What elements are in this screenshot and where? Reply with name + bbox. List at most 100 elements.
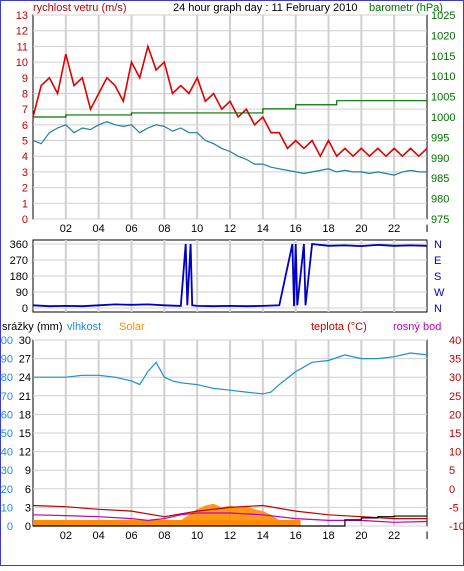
humidity-y-tick: 20	[1, 484, 13, 496]
rain-series	[33, 515, 427, 527]
wind-y-tick: 1	[22, 198, 28, 210]
humidity-y-tick: 40	[1, 447, 13, 459]
humidity-y-tick: 100	[0, 335, 13, 347]
baro-y-tick: 985	[431, 173, 449, 185]
rain-y-tick: 15	[19, 428, 31, 440]
dewpoint-axis-label: rosný bod	[393, 321, 441, 333]
wind-axis-label: rychlost vetru (m/s)	[33, 2, 127, 14]
wind-y-tick: 5	[22, 136, 28, 148]
rain-y-tick: 3	[25, 502, 31, 514]
rain-y-tick: 18	[19, 409, 31, 421]
env-x-tick: 08	[158, 530, 170, 542]
env-x-tick: 18	[322, 530, 334, 542]
humidity-y-tick: 50	[1, 428, 13, 440]
baro-y-tick: 995	[431, 132, 449, 144]
rain-y-tick: 6	[25, 484, 31, 496]
wind-x-tick-end: I	[425, 223, 428, 235]
pressure-series	[33, 100, 427, 118]
rain-y-tick: 27	[19, 354, 31, 366]
solar-series	[33, 503, 427, 526]
baro-y-tick: 1015	[431, 51, 455, 63]
temperature-series	[32, 504, 427, 520]
wind-y-tick: 10	[16, 57, 28, 69]
baro-y-tick: 980	[431, 194, 449, 206]
dewpoint-series	[32, 512, 428, 523]
rain-y-tick: 9	[25, 465, 31, 477]
humidity-axis-label: vlhkost	[67, 321, 101, 333]
wind-y-tick: 13	[16, 10, 28, 22]
temp-y-tick: 35	[449, 354, 461, 366]
rain-y-tick: 21	[19, 391, 31, 403]
wind-y-tick: 7	[22, 104, 28, 116]
wind-x-tick: 16	[290, 223, 302, 235]
direction-compass-label: N	[434, 303, 442, 315]
wind-x-tick: 22	[388, 223, 400, 235]
humidity-y-tick: 0	[7, 521, 13, 533]
wind-y-tick: 11	[17, 41, 28, 53]
env-x-tick: 02	[60, 530, 72, 542]
humidity-y-tick: 10	[1, 502, 13, 514]
solar-axis-label: Solar	[119, 321, 145, 333]
humidity-y-tick: 80	[1, 372, 13, 384]
wind-y-tick: 8	[22, 88, 28, 100]
humidity-y-tick: 30	[1, 465, 13, 477]
wind-y-tick: 9	[22, 73, 28, 85]
direction-y-tick: 90	[16, 287, 28, 299]
env-x-tick: 20	[355, 530, 367, 542]
baro-y-tick: 975	[431, 214, 449, 226]
humidity-y-tick: 70	[1, 391, 13, 403]
temp-y-tick: 20	[449, 409, 461, 421]
wind-x-tick: 02	[60, 223, 72, 235]
wind-y-tick: 4	[22, 151, 28, 163]
wind-average-series	[32, 121, 427, 176]
baro-y-tick: 1000	[431, 112, 455, 124]
wind-y-tick: 0	[22, 214, 28, 226]
wind-x-tick: 06	[125, 223, 137, 235]
wind-x-tick: 12	[224, 223, 236, 235]
rain-y-tick: 30	[19, 335, 31, 347]
temp-y-tick: -10	[449, 521, 464, 533]
env-x-tick: 14	[257, 530, 269, 542]
wind-y-tick: 3	[22, 167, 28, 179]
temp-y-tick: 0	[449, 484, 455, 496]
baro-y-tick: 1010	[431, 71, 455, 83]
env-x-tick: 16	[290, 530, 302, 542]
direction-y-tick: 360	[10, 239, 28, 251]
env-x-tick: 12	[224, 530, 236, 542]
temp-y-tick: -5	[449, 502, 459, 514]
env-x-tick: 10	[191, 530, 203, 542]
temp-y-tick: 10	[449, 447, 461, 459]
wind-gust-series	[32, 43, 428, 158]
wind-y-tick: 2	[22, 183, 28, 195]
env-x-tick: 06	[125, 530, 137, 542]
wind-x-tick: 04	[93, 223, 105, 235]
rain-y-tick: 12	[19, 447, 31, 459]
wind-x-tick: 08	[158, 223, 170, 235]
direction-y-tick: 0	[22, 303, 28, 315]
env-x-tick: 04	[93, 530, 105, 542]
solar-base-band	[33, 520, 301, 526]
graph-title: 24 hour graph day : 11 February 2010	[173, 2, 357, 14]
wind-x-tick: 18	[322, 223, 334, 235]
wind-x-tick: 14	[257, 223, 269, 235]
baro-y-tick: 1020	[431, 30, 455, 42]
direction-y-tick: 180	[10, 271, 28, 283]
direction-compass-label: S	[434, 271, 441, 283]
rain-y-tick: 0	[25, 521, 31, 533]
wind-x-tick: 10	[191, 223, 203, 235]
humidity-y-tick: 90	[1, 354, 13, 366]
baro-axis-label: barometr (hPa)	[369, 2, 443, 14]
direction-compass-label: W	[434, 287, 445, 299]
temp-y-tick: 5	[449, 465, 455, 477]
wind-y-tick: 12	[16, 26, 28, 38]
humidity-y-tick: 60	[1, 409, 13, 421]
temp-y-tick: 25	[449, 391, 461, 403]
direction-y-tick: 270	[10, 255, 28, 267]
temp-y-tick: 15	[449, 428, 461, 440]
direction-series	[32, 243, 428, 308]
direction-compass-label: E	[434, 255, 441, 267]
env-x-tick: 22	[388, 530, 400, 542]
wind-y-tick: 6	[22, 120, 28, 132]
